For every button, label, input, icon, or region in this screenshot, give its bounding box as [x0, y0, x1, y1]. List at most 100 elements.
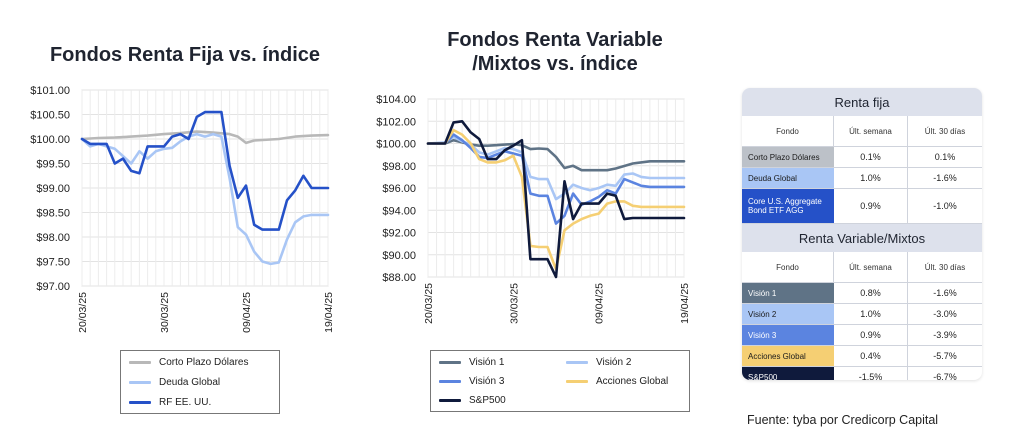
y-tick-label: $94.00 — [382, 205, 416, 217]
monthly-return-cell: -1.6% — [933, 288, 957, 298]
legend-item: Visión 3 — [439, 376, 504, 387]
col-30-dias: Últ. 30 días — [924, 126, 966, 136]
legend-item: Visión 1 — [439, 357, 504, 368]
col-30-dias: Últ. 30 días — [924, 262, 966, 272]
legend-item: Corto Plazo Dólares — [129, 357, 248, 368]
monthly-return-cell: -3.0% — [933, 309, 957, 319]
y-tick-label: $92.00 — [382, 228, 416, 240]
legend-label: Acciones Global — [596, 376, 669, 387]
y-tick-label: $97.50 — [36, 257, 70, 269]
legend-item: Visión 2 — [566, 357, 631, 368]
y-tick-label: $104.00 — [376, 94, 416, 106]
renta-fija-column-headers: Fondo Últ. semana Últ. 30 días — [742, 116, 982, 147]
y-tick-label: $100.50 — [30, 110, 70, 122]
monthly-return-cell: -5.7% — [933, 351, 957, 361]
legend-label: RF EE. UU. — [159, 397, 212, 408]
legend-label: Visión 2 — [596, 357, 632, 368]
weekly-return-cell: 1.0% — [834, 168, 908, 188]
legend-swatch — [566, 380, 588, 383]
x-tick-label: 19/04/25 — [679, 283, 691, 324]
y-tick-label: $96.00 — [382, 183, 416, 195]
legend-item: Acciones Global — [566, 376, 668, 387]
series-line-rf-ee-uu- — [80, 110, 330, 231]
legend-swatch — [439, 361, 461, 364]
fund-name-cell: Visión 3 — [742, 325, 834, 345]
series-line-deuda-global — [80, 132, 330, 266]
y-tick-label: $101.00 — [30, 85, 70, 97]
chart1-legend: Corto Plazo Dólares Deuda Global RF EE. UU… — [120, 350, 280, 414]
x-tick-label: 30/03/25 — [508, 283, 520, 324]
legend-label: Deuda Global — [159, 377, 221, 388]
x-tick-label: 20/03/25 — [77, 292, 89, 333]
fund-name-cell: Visión 1 — [742, 283, 834, 303]
renta-variable-header: Renta Variable/Mixtos — [742, 224, 982, 252]
weekly-return-cell: 0.9% — [834, 189, 908, 223]
y-tick-label: $100.00 — [376, 139, 416, 151]
chart1-title: Fondos Renta Fija vs. índice — [49, 44, 321, 66]
y-tick-label: $98.50 — [36, 208, 70, 220]
x-tick-label: 09/04/25 — [241, 292, 253, 333]
col-semana: Últ. semana — [834, 116, 908, 146]
table-row: Core U.S. Aggregate Bond ETF AGG 0.9% -1.0… — [742, 189, 982, 224]
table-row: Acciones Global 0.4% -5.7% — [742, 346, 982, 367]
legend-swatch — [129, 401, 151, 404]
table-row: Visión 3 0.9% -3.9% — [742, 325, 982, 346]
source-note: Fuente: tyba por Credicorp Capital — [747, 413, 939, 427]
legend-label: S&P500 — [469, 395, 506, 406]
legend-swatch — [566, 361, 588, 364]
monthly-return-cell: 0.1% — [934, 152, 956, 162]
x-tick-label: 09/04/25 — [594, 283, 606, 324]
weekly-return-cell: 0.4% — [834, 346, 908, 366]
weekly-return-cell: 0.8% — [834, 283, 908, 303]
table-row: Corto Plazo Dólares 0.1% 0.1% — [742, 147, 982, 168]
col-fondo: Fondo — [742, 116, 834, 146]
legend-swatch — [439, 399, 461, 402]
x-tick-label: 19/04/25 — [323, 292, 335, 333]
y-tick-label: $97.00 — [36, 281, 70, 293]
monthly-return-cell: -3.9% — [933, 330, 957, 340]
weekly-return-cell: -1.5% — [834, 367, 908, 380]
chart2-title: Fondos Renta Variable /Mixtos vs. índice — [395, 28, 715, 76]
col-fondo: Fondo — [742, 252, 834, 282]
series-line-acciones-global — [426, 128, 686, 271]
legend-item: RF EE. UU. — [129, 397, 211, 408]
y-tick-label: $90.00 — [382, 250, 416, 262]
monthly-return-cell: -6.7% — [933, 372, 957, 380]
legend-item: Deuda Global — [129, 377, 220, 388]
weekly-return-cell: 1.0% — [834, 304, 908, 324]
legend-swatch — [129, 361, 151, 364]
y-tick-label: $99.00 — [36, 183, 70, 195]
renta-fija-rows: Corto Plazo Dólares 0.1% 0.1% Deuda Global 1… — [742, 147, 982, 224]
y-tick-label: $100.00 — [30, 134, 70, 146]
fund-name-cell: Core U.S. Aggregate Bond ETF AGG — [742, 189, 834, 223]
legend-swatch — [439, 380, 461, 383]
table-row: Deuda Global 1.0% -1.6% — [742, 168, 982, 189]
returns-table-panel: Renta fija Fondo Últ. semana Últ. 30 día… — [742, 88, 982, 380]
legend-label: Visión 3 — [469, 376, 505, 387]
table-row: Visión 1 0.8% -1.6% — [742, 283, 982, 304]
fund-name-cell: Visión 2 — [742, 304, 834, 324]
x-tick-label: 20/03/25 — [423, 283, 435, 324]
series-line-visi-n-2 — [426, 135, 686, 201]
table-row: Visión 2 1.0% -3.0% — [742, 304, 982, 325]
series-line-s-p500 — [426, 120, 686, 279]
weekly-return-cell: 0.9% — [834, 325, 908, 345]
legend-item: S&P500 — [439, 395, 506, 406]
y-tick-label: $88.00 — [382, 272, 416, 284]
fund-name-cell: S&P500 — [742, 367, 834, 380]
series-line-corto-plazo-d-lares — [80, 130, 330, 145]
y-tick-label: $102.00 — [376, 116, 416, 128]
col-semana: Últ. semana — [834, 252, 908, 282]
fund-name-cell: Acciones Global — [742, 346, 834, 366]
chart2-legend: Visión 1 Visión 2 Visión 3 Acciones Global S… — [430, 350, 690, 412]
fund-name-cell: Corto Plazo Dólares — [742, 147, 834, 167]
weekly-return-cell: 0.1% — [834, 147, 908, 167]
fund-name-cell: Deuda Global — [742, 168, 834, 188]
legend-label: Visión 1 — [469, 357, 505, 368]
x-tick-label: 30/03/25 — [159, 292, 171, 333]
renta-fija-header: Renta fija — [742, 88, 982, 116]
renta-variable-column-headers: Fondo Últ. semana Últ. 30 días — [742, 252, 982, 283]
monthly-return-cell: -1.6% — [933, 173, 957, 183]
